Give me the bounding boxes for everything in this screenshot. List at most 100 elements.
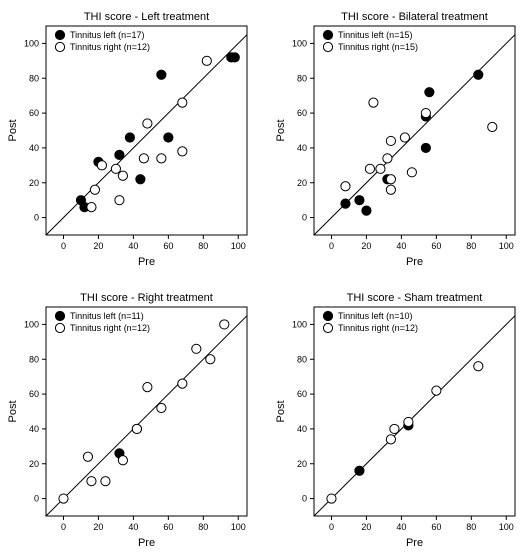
legend-marker-left	[54, 29, 66, 41]
y-tick-label: 80	[29, 73, 39, 83]
legend-marker-right	[54, 41, 66, 53]
legend-label-left: Tinnitus left (n=17)	[70, 30, 144, 40]
legend-marker-left	[54, 310, 66, 322]
y-tick-label: 60	[297, 108, 307, 118]
y-tick-label: 100	[24, 319, 39, 329]
data-point-left	[124, 132, 135, 143]
data-point-left	[156, 69, 167, 80]
panel-title: THI score - Sham treatment	[347, 292, 483, 304]
data-point-right	[142, 118, 153, 129]
data-point-right	[403, 416, 414, 428]
legend-marker-right	[322, 41, 334, 53]
data-point-left	[473, 69, 484, 80]
data-point-right	[201, 55, 212, 66]
data-point-right	[389, 423, 400, 435]
data-point-right	[156, 402, 167, 414]
plot-frame	[313, 25, 516, 236]
y-tick-label: 100	[292, 319, 307, 329]
x-tick-label: 100	[231, 241, 246, 251]
data-point-right	[138, 153, 149, 164]
y-tick-label: 80	[297, 354, 307, 364]
data-point-right	[399, 132, 410, 143]
x-tick-label: 100	[231, 522, 246, 532]
data-point-right	[375, 163, 386, 174]
panel-title: THI score - Bilateral treatment	[341, 11, 488, 23]
data-point-left	[361, 205, 372, 216]
data-point-right	[205, 354, 216, 365]
data-point-right	[473, 361, 484, 372]
legend-marker-right	[322, 322, 334, 334]
data-point-right	[191, 343, 202, 354]
x-tick-label: 100	[499, 522, 514, 532]
data-point-right	[406, 167, 417, 178]
x-tick-label: 0	[61, 522, 66, 532]
x-axis-label: Pre	[406, 256, 423, 268]
x-axis-label: Pre	[138, 256, 155, 268]
identity-line	[314, 315, 515, 516]
data-point-right	[385, 174, 397, 185]
y-tick-label: 40	[29, 424, 39, 434]
x-tick-label: 60	[163, 241, 173, 251]
y-tick-label: 0	[302, 213, 307, 223]
y-axis-label: Post	[7, 119, 19, 141]
x-tick-label: 40	[128, 522, 138, 532]
y-tick-label: 20	[297, 178, 307, 188]
x-tick-label: 20	[93, 241, 103, 251]
y-tick-label: 60	[297, 389, 307, 399]
x-tick-label: 80	[466, 522, 476, 532]
panel-sham-treatment: THI score - Sham treatment Pre Post Tinn…	[275, 292, 516, 549]
data-point-right	[340, 181, 351, 192]
y-tick-label: 0	[34, 494, 39, 504]
x-tick-label: 20	[93, 522, 103, 532]
panel-bilateral-treatment: THI score - Bilateral treatment Pre Post…	[275, 11, 516, 268]
data-point-right	[177, 97, 188, 108]
legend-label-left: Tinnitus left (n=11)	[70, 311, 144, 321]
legend-marker-left	[322, 310, 334, 322]
data-point-right	[431, 385, 442, 396]
data-point-right	[385, 434, 397, 445]
x-tick-label: 40	[128, 241, 138, 251]
data-point-right	[131, 423, 142, 435]
data-point-right	[382, 153, 393, 164]
y-tick-label: 40	[29, 143, 39, 153]
data-point-right	[364, 163, 376, 174]
data-point-right	[86, 202, 97, 213]
legend-label-left: Tinnitus left (n=15)	[338, 30, 412, 40]
y-tick-label: 40	[297, 424, 307, 434]
data-point-right	[114, 195, 125, 206]
identity-line	[46, 34, 247, 235]
y-tick-label: 20	[29, 459, 39, 469]
x-tick-label: 60	[163, 522, 173, 532]
identity-line	[46, 315, 247, 516]
y-axis-label: Post	[275, 119, 287, 141]
x-tick-label: 0	[329, 241, 334, 251]
plot-frame	[313, 306, 516, 517]
y-tick-label: 0	[34, 213, 39, 223]
panel-title: THI score - Left treatment	[84, 11, 209, 23]
legend-label-right: Tinnitus right (n=12)	[70, 42, 150, 52]
x-tick-label: 60	[431, 241, 441, 251]
plot-frame	[45, 25, 248, 236]
x-axis-label: Pre	[406, 537, 423, 549]
x-axis-label: Pre	[138, 537, 155, 549]
data-point-right	[420, 107, 431, 119]
data-point-left	[424, 87, 435, 98]
legend-label-right: Tinnitus right (n=15)	[338, 42, 418, 52]
data-point-left	[354, 195, 365, 206]
data-point-left	[229, 52, 240, 63]
x-tick-label: 20	[361, 522, 371, 532]
y-tick-label: 80	[29, 354, 39, 364]
data-point-right	[82, 451, 94, 462]
data-point-right	[177, 378, 188, 389]
x-tick-label: 60	[431, 522, 441, 532]
data-point-right	[117, 170, 129, 181]
data-point-right	[326, 493, 337, 504]
panel-right-treatment: THI score - Right treatment Pre Post Tin…	[7, 292, 248, 549]
x-tick-label: 80	[198, 522, 208, 532]
data-point-right	[58, 493, 69, 504]
data-point-right	[100, 476, 111, 487]
x-tick-label: 80	[198, 241, 208, 251]
y-axis-label: Post	[275, 400, 287, 422]
